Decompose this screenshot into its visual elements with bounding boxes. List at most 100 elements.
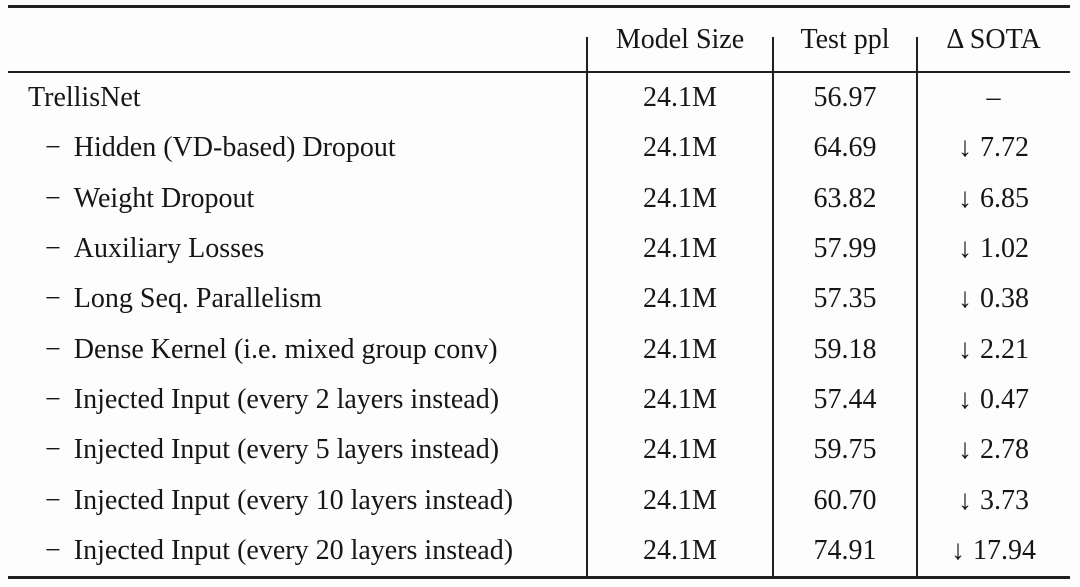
delta-sota-cell: ↓ 6.85: [917, 182, 1070, 214]
row-label-cell: − Hidden (VD-based) Dropout: [8, 134, 587, 162]
table-row: TrellisNet 24.1M 56.97 –: [8, 73, 1070, 123]
delta-sota-value: 2.21: [980, 333, 1029, 365]
table-row: − Injected Input (every 5 layers instead)…: [8, 425, 1070, 475]
delta-sota-cell: ↓ 2.21: [917, 333, 1070, 365]
down-arrow-icon: ↓: [958, 434, 972, 466]
test-ppl-value: 59.75: [813, 434, 877, 466]
delta-sota-cell: ↓ 7.72: [917, 134, 1070, 162]
table-row: − Dense Kernel (i.e. mixed group conv) 24…: [8, 324, 1070, 374]
test-ppl-value: 59.18: [813, 333, 877, 365]
down-arrow-icon: ↓: [951, 534, 965, 566]
minus-prefix: −: [45, 132, 61, 164]
delta-sota-cell: ↓ 2.78: [917, 436, 1070, 464]
row-label-cell: TrellisNet: [8, 84, 587, 112]
row-label-cell: − Long Seq. Parallelism: [8, 285, 587, 313]
delta-sota-cell: ↓ 0.47: [917, 383, 1070, 415]
delta-sota-cell: ↓ 0.38: [917, 285, 1070, 313]
table-header-row: Model Size Test ppl Δ SOTA: [8, 8, 1070, 71]
delta-sota-value: 6.85: [980, 182, 1029, 214]
table-row: − Long Seq. Parallelism 24.1M 57.35 ↓ 0.3…: [8, 274, 1070, 324]
row-label-cell: − Injected Input (every 10 layers instead…: [8, 484, 587, 516]
down-arrow-icon: ↓: [958, 233, 972, 265]
table-row: − Injected Input (every 20 layers instead…: [8, 526, 1070, 576]
down-arrow-icon: ↓: [958, 383, 972, 415]
model-size-value: 24.1M: [643, 283, 717, 315]
delta-sota-cell: ↓ 3.73: [917, 484, 1070, 516]
row-label-cell: − Injected Input (every 20 layers instead…: [8, 534, 587, 566]
delta-sota-value: 1.02: [980, 233, 1029, 265]
table-row: − Weight Dropout 24.1M 63.82 ↓ 6.85: [8, 174, 1070, 224]
down-arrow-icon: ↓: [958, 132, 972, 164]
column-separator-3: [916, 37, 918, 576]
model-size-value: 24.1M: [643, 383, 717, 415]
model-size-value: 24.1M: [643, 182, 717, 214]
down-arrow-icon: ↓: [958, 283, 972, 315]
model-size-value: 24.1M: [643, 434, 717, 466]
header-separator-rule: [8, 71, 1070, 73]
minus-prefix: −: [45, 283, 61, 315]
down-arrow-icon: ↓: [958, 182, 972, 214]
model-size-value: 24.1M: [643, 534, 717, 566]
row-label: Hidden (VD-based) Dropout: [73, 132, 396, 164]
row-label: TrellisNet: [28, 82, 141, 114]
test-ppl-value: 56.97: [813, 82, 877, 114]
ablation-table: Model Size Test ppl Δ SOTA TrellisNet 24…: [8, 5, 1070, 579]
test-ppl-value: 63.82: [813, 182, 877, 214]
test-ppl-value: 57.35: [813, 283, 877, 315]
row-label: Injected Input (every 10 layers instead): [73, 484, 514, 516]
column-separator-2: [772, 37, 774, 576]
row-label: Auxiliary Losses: [73, 233, 265, 265]
column-separator-1: [586, 37, 588, 576]
down-arrow-icon: ↓: [958, 484, 972, 516]
delta-sota-value: 2.78: [980, 434, 1029, 466]
delta-sota-value: –: [986, 82, 1001, 114]
top-rule: [8, 5, 1070, 8]
column-header-delta-sota: Δ SOTA: [946, 23, 1041, 55]
bottom-rule: [8, 575, 1070, 579]
down-arrow-icon: ↓: [958, 333, 972, 365]
delta-sota-value: 17.94: [973, 534, 1036, 566]
row-label: Dense Kernel (i.e. mixed group conv): [73, 333, 498, 365]
minus-prefix: −: [45, 534, 61, 566]
delta-sota-value: 0.38: [980, 283, 1029, 315]
row-label: Weight Dropout: [73, 182, 255, 214]
minus-prefix: −: [45, 333, 61, 365]
test-ppl-value: 64.69: [813, 132, 877, 164]
row-label-cell: − Dense Kernel (i.e. mixed group conv): [8, 333, 587, 365]
column-header-model-size: Model Size: [615, 23, 745, 55]
row-label: Injected Input (every 20 layers instead): [73, 534, 514, 566]
row-label-cell: − Injected Input (every 5 layers instead): [8, 436, 587, 464]
minus-prefix: −: [45, 383, 61, 415]
minus-prefix: −: [45, 182, 61, 214]
table-row: − Auxiliary Losses 24.1M 57.99 ↓ 1.02: [8, 224, 1070, 274]
model-size-value: 24.1M: [643, 233, 717, 265]
row-label: Injected Input (every 2 layers instead): [73, 383, 500, 415]
model-size-value: 24.1M: [643, 132, 717, 164]
delta-sota-value: 3.73: [980, 484, 1029, 516]
test-ppl-value: 60.70: [813, 484, 877, 516]
row-label: Injected Input (every 5 layers instead): [73, 434, 500, 466]
test-ppl-value: 57.44: [813, 383, 877, 415]
model-size-value: 24.1M: [643, 82, 717, 114]
model-size-value: 24.1M: [643, 333, 717, 365]
column-header-test-ppl: Test ppl: [800, 23, 890, 55]
test-ppl-value: 74.91: [813, 534, 877, 566]
minus-prefix: −: [45, 233, 61, 265]
table-row: − Hidden (VD-based) Dropout 24.1M 64.69 ↓…: [8, 123, 1070, 173]
model-size-value: 24.1M: [643, 484, 717, 516]
row-label: Long Seq. Parallelism: [73, 283, 322, 315]
minus-prefix: −: [45, 434, 61, 466]
row-label-cell: − Auxiliary Losses: [8, 235, 587, 263]
table-body: TrellisNet 24.1M 56.97 – − Hidden (VD-bas…: [8, 73, 1070, 576]
delta-sota-value: 0.47: [980, 383, 1029, 415]
delta-sota-cell: –: [917, 84, 1070, 112]
table-row: − Injected Input (every 10 layers instead…: [8, 475, 1070, 525]
delta-sota-value: 7.72: [980, 132, 1029, 164]
row-label-cell: − Injected Input (every 2 layers instead): [8, 383, 587, 415]
delta-sota-cell: ↓ 1.02: [917, 235, 1070, 263]
minus-prefix: −: [45, 484, 61, 516]
row-label-cell: − Weight Dropout: [8, 182, 587, 214]
table-row: − Injected Input (every 2 layers instead)…: [8, 375, 1070, 425]
delta-sota-cell: ↓ 17.94: [917, 534, 1070, 566]
